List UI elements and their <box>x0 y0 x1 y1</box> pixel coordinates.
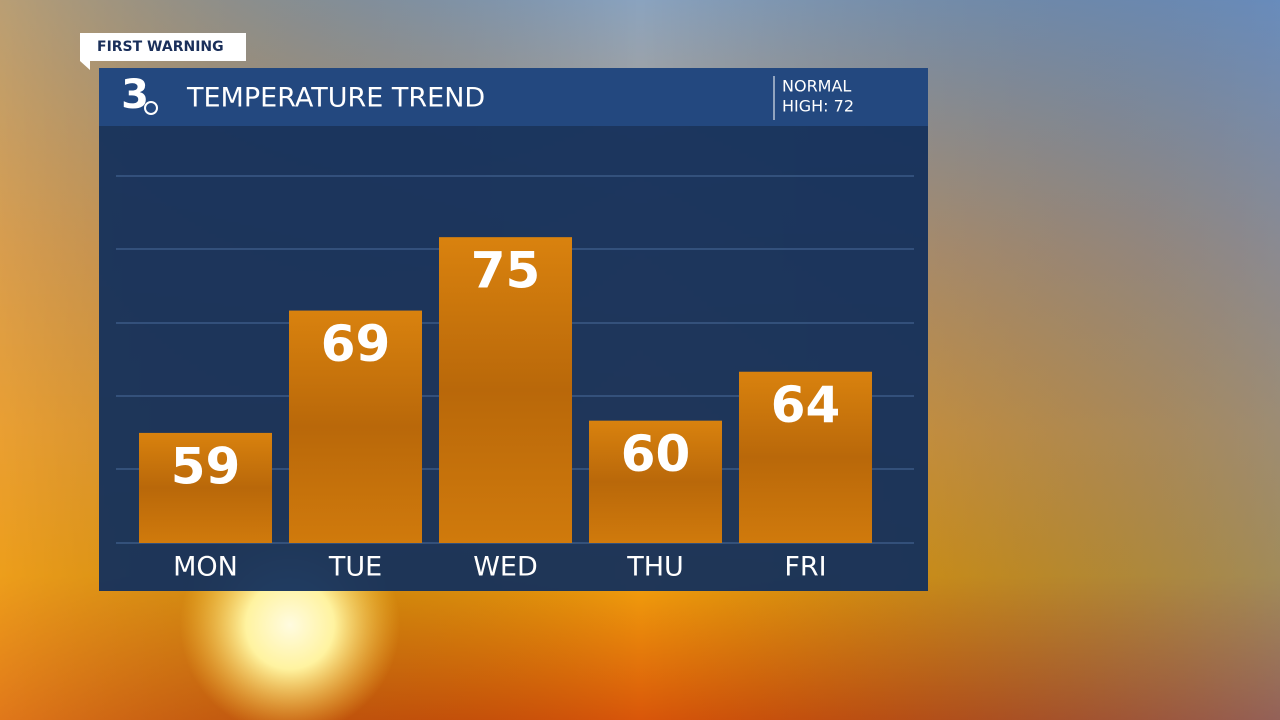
bar <box>439 237 572 543</box>
value-label: 60 <box>621 425 691 483</box>
logo: 3 <box>121 72 149 118</box>
value-label: 64 <box>771 376 841 434</box>
x-tick-label: MON <box>173 552 238 583</box>
normal-label: NORMAL <box>782 77 851 96</box>
header <box>99 68 928 126</box>
x-tick-label: FRI <box>784 552 826 583</box>
chart-title: TEMPERATURE TREND <box>186 83 485 114</box>
bar <box>589 420 722 543</box>
bar <box>139 432 272 543</box>
tag-box <box>80 33 246 70</box>
x-tick-label: TUE <box>328 552 382 583</box>
bar <box>739 371 872 543</box>
value-label: 69 <box>321 315 391 373</box>
x-tick-label: THU <box>626 552 684 583</box>
normal-value: HIGH: 72 <box>782 97 854 116</box>
tag: FIRST WARNING <box>97 39 224 55</box>
value-label: 75 <box>471 242 541 300</box>
value-label: 59 <box>171 437 241 495</box>
logo-eye <box>144 101 158 115</box>
x-tick-label: WED <box>473 552 538 583</box>
bar <box>289 310 422 543</box>
